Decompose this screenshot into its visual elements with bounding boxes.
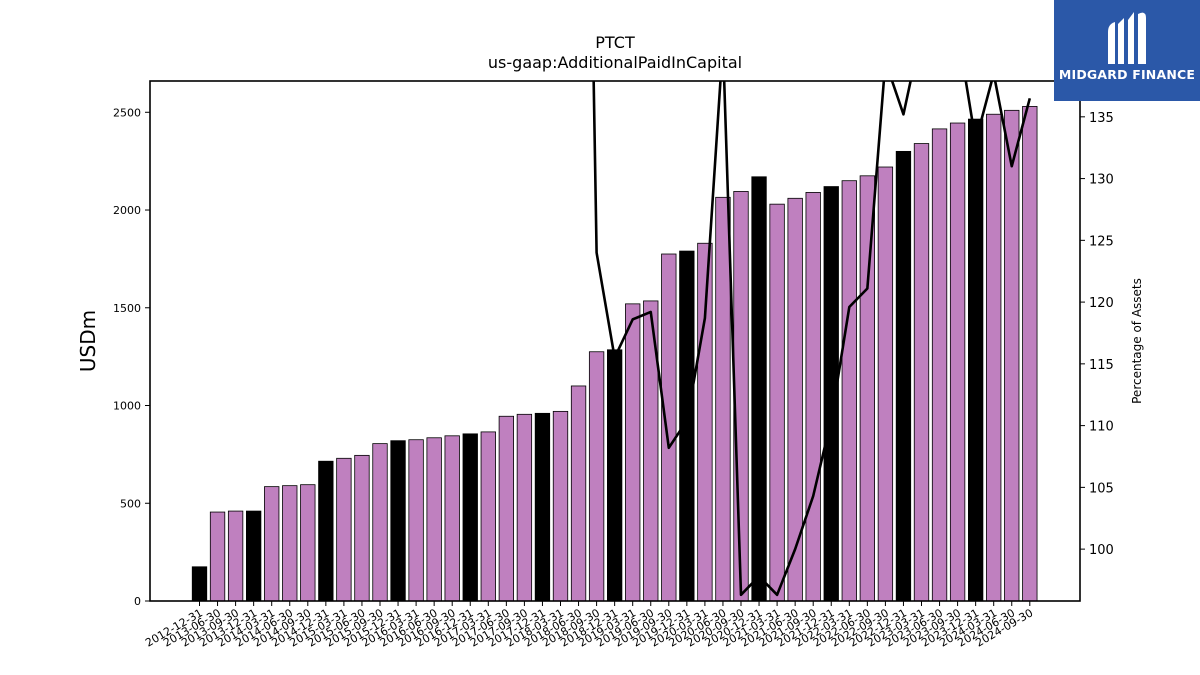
y2-tick-label: 100 <box>1089 543 1114 558</box>
bar-2017-09-30 <box>516 413 533 602</box>
bar-2014-03-31 <box>264 486 280 602</box>
y2-tick-label: 135 <box>1089 111 1114 126</box>
y2-tick-label: 125 <box>1089 234 1114 249</box>
bar-2015-06-30 <box>354 454 370 602</box>
plot-frame <box>149 80 1081 602</box>
y2-axis-label: Percentage of Assets <box>1130 278 1144 404</box>
bar-2015-12-31 <box>390 440 406 602</box>
bar-2020-12-31 <box>751 176 767 602</box>
line-series-layer <box>592 81 1032 597</box>
bar-2023-06-30 <box>931 128 948 602</box>
bar-2018-03-31 <box>552 410 569 602</box>
chart-subtitle: us-gaap:AdditionalPaidInCapital <box>488 53 742 72</box>
bar-2022-09-30 <box>877 166 894 602</box>
bar-2024-06-30 <box>1004 109 1020 602</box>
bar-2021-03-31 <box>769 203 785 602</box>
bar-2014-12-31 <box>318 460 334 602</box>
midgard-finance-logo: MIDGARD FINANCE <box>1054 0 1200 101</box>
axis-ticks: 0 500 1000 1500 2000 2500 100 105 110 115 120 125 13… <box>113 106 1114 649</box>
y-tick-label: 500 <box>120 497 141 510</box>
bar-2021-09-30 <box>805 192 821 602</box>
bar-2022-12-31 <box>895 150 912 602</box>
bar-2015-03-31 <box>336 457 352 602</box>
bar-2023-12-31 <box>968 118 984 602</box>
bar-2018-09-30 <box>588 351 605 602</box>
bar-2020-06-30 <box>715 196 731 602</box>
bar-2018-06-30 <box>570 385 587 602</box>
bar-2023-03-31 <box>913 143 930 602</box>
bar-2016-06-30 <box>426 437 442 602</box>
bar-2021-06-30 <box>787 197 803 602</box>
bar-2013-06-30 <box>209 511 226 602</box>
bar-2017-12-31 <box>534 412 551 602</box>
y2-tick-label: 130 <box>1089 173 1114 188</box>
bar-2014-06-30 <box>282 485 298 602</box>
midgard-logo-icon <box>1108 12 1146 65</box>
y-tick-label: 0 <box>134 595 141 608</box>
bar-2013-09-30 <box>227 510 244 602</box>
bar-2019-03-31 <box>625 303 641 602</box>
logo-text: MIDGARD FINANCE <box>1058 67 1196 82</box>
bar-2017-03-31 <box>480 431 496 602</box>
y2-tick-label: 105 <box>1089 481 1114 496</box>
bar-2022-03-31 <box>841 180 857 602</box>
y-axis-label: USDm <box>76 310 100 372</box>
y2-tick-label: 110 <box>1089 420 1114 435</box>
y-tick-label: 2000 <box>113 204 141 217</box>
bar-2017-06-30 <box>498 415 515 602</box>
bar-2013-12-31 <box>245 510 262 602</box>
y-tick-label: 1500 <box>113 302 141 315</box>
line-percentage-of-assets <box>592 81 1032 597</box>
bar-2020-09-30 <box>733 191 749 602</box>
chart-title: PTCT <box>595 33 635 52</box>
bar-2024-09-30 <box>1022 106 1038 602</box>
bar-2014-09-30 <box>300 484 316 602</box>
bar-2016-12-31 <box>462 433 478 602</box>
bar-2018-12-31 <box>607 349 623 602</box>
y2-tick-label: 115 <box>1089 358 1114 373</box>
y-tick-label: 2500 <box>113 106 141 119</box>
bar-2023-09-30 <box>949 122 966 602</box>
y-tick-label: 1000 <box>113 400 141 413</box>
bar-2015-09-30 <box>372 443 388 602</box>
bar-2019-09-30 <box>661 253 677 602</box>
bar-2024-03-31 <box>986 113 1002 602</box>
bar-2020-03-31 <box>697 242 713 602</box>
bar-2016-09-30 <box>444 435 460 602</box>
bar-2012-12-31 <box>191 566 208 602</box>
bar-2016-03-31 <box>408 439 424 602</box>
y2-tick-label: 120 <box>1089 296 1114 311</box>
